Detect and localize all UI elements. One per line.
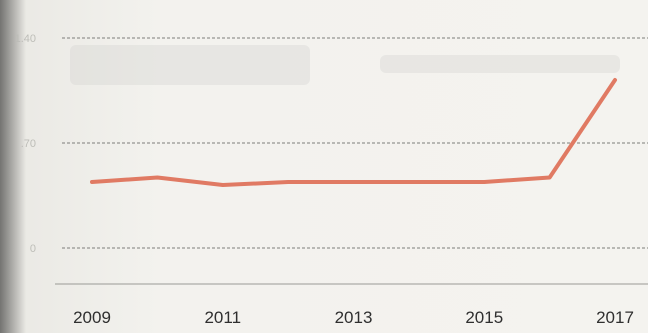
data-point (352, 180, 355, 184)
x-tick-label: 2009 (73, 308, 111, 327)
x-tick-label: 2015 (465, 308, 503, 327)
data-point (221, 183, 225, 187)
y-tick-label: .70 (21, 138, 36, 150)
data-point (90, 180, 94, 184)
series-group (90, 78, 617, 187)
gridlines (62, 37, 648, 249)
data-point (482, 180, 486, 184)
x-tick-label: 2017 (596, 308, 634, 327)
data-point (613, 78, 617, 82)
data-point (417, 180, 421, 184)
page-edge-shadow (0, 0, 26, 333)
series-line (90, 78, 617, 187)
y-tick-labels: 0 .70 1.40 (15, 33, 36, 255)
x-tick-labels: 2009 2011 2013 2015 2017 (73, 308, 634, 327)
x-tick-label: 2011 (204, 308, 241, 327)
y-tick-label: 1.40 (15, 33, 36, 45)
faint-legend-text (380, 55, 620, 73)
faint-background-text (70, 45, 310, 85)
y-tick-label: 0 (30, 243, 36, 255)
data-point (286, 180, 290, 184)
x-tick-label: 2013 (335, 308, 373, 327)
data-point (548, 176, 552, 179)
data-point (155, 176, 159, 179)
